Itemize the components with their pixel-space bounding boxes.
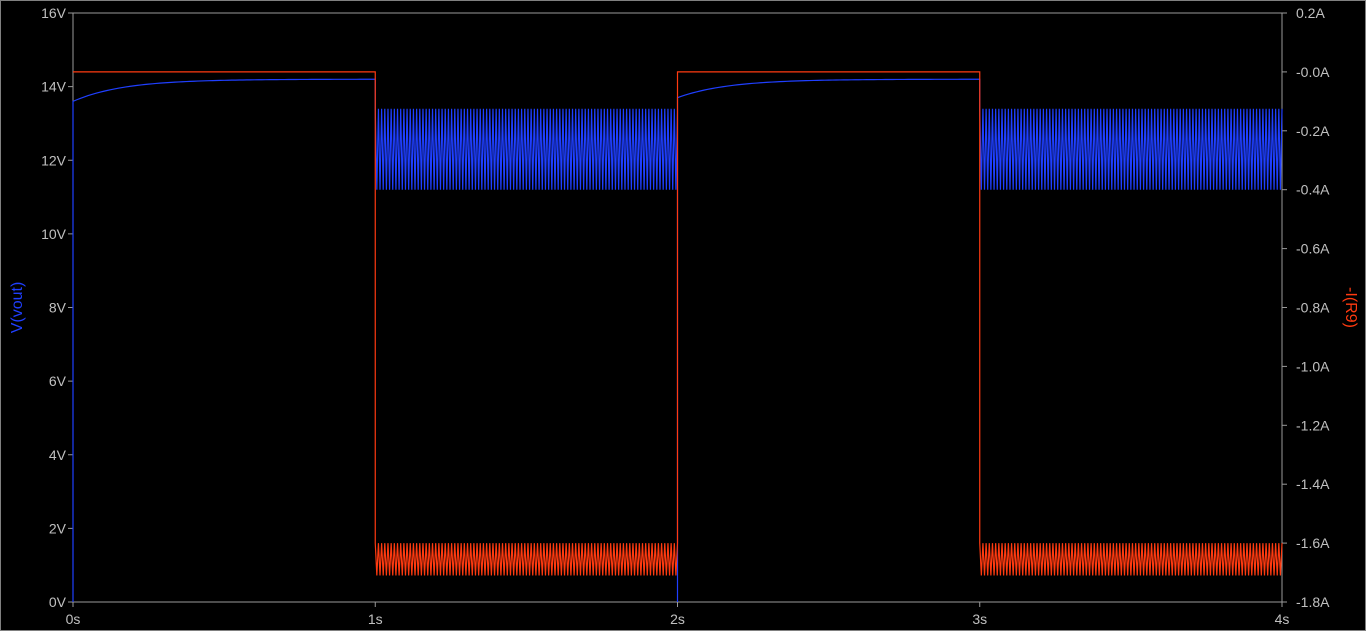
- y-right-tick-label: -1.2A: [1296, 417, 1330, 433]
- y-right-tick-label: -1.0A: [1296, 358, 1330, 374]
- y-left-tick-label: 8V: [49, 300, 67, 316]
- x-tick-label: 1s: [368, 611, 383, 627]
- y-left-tick-label: 14V: [41, 79, 67, 95]
- x-tick-label: 0s: [66, 611, 81, 627]
- y-left-tick-label: 12V: [41, 152, 67, 168]
- y-right-tick-label: -0.4A: [1296, 182, 1330, 198]
- x-tick-label: 2s: [670, 611, 685, 627]
- y-left-tick-label: 6V: [49, 373, 67, 389]
- y-right-tick-label: 0.2A: [1296, 5, 1325, 21]
- y-left-tick-label: 16V: [41, 5, 67, 21]
- y-right-tick-label: -1.8A: [1296, 594, 1330, 610]
- x-tick-label: 3s: [972, 611, 987, 627]
- y-right-tick-label: -0.0A: [1296, 64, 1330, 80]
- y-left-tick-label: 2V: [49, 520, 67, 536]
- y-right-tick-label: -0.2A: [1296, 123, 1330, 139]
- y-left-tick-label: 4V: [49, 447, 67, 463]
- y-right-tick-label: -0.8A: [1296, 300, 1330, 316]
- y-right-axis-title: -I(R9): [1342, 287, 1359, 328]
- x-tick-label: 4s: [1275, 611, 1290, 627]
- y-right-tick-label: -0.6A: [1296, 241, 1330, 257]
- series-ir9-line: [73, 71, 1283, 576]
- y-right-tick-label: -1.6A: [1296, 535, 1330, 551]
- y-left-tick-label: 10V: [41, 226, 67, 242]
- y-left-axis-title: V(vout): [9, 282, 26, 334]
- y-right-tick-label: -1.4A: [1296, 476, 1330, 492]
- y-left-tick-label: 0V: [49, 594, 67, 610]
